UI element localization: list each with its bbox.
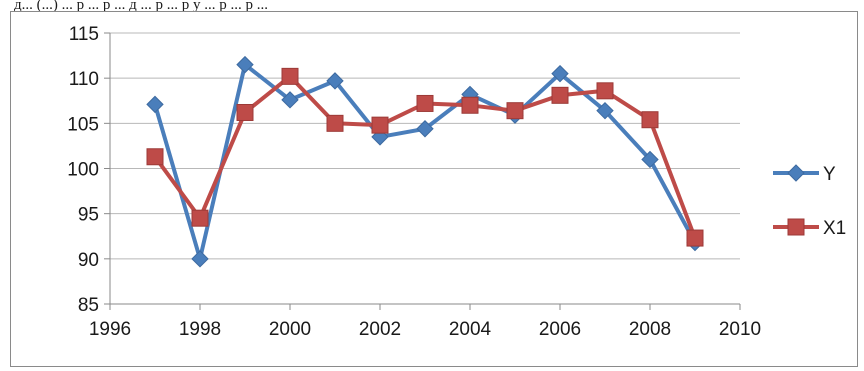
x-tick-label: 1998 bbox=[179, 319, 221, 340]
y-tick-label: 90 bbox=[78, 250, 99, 271]
series-x1 bbox=[146, 67, 704, 247]
x-tick-label: 2008 bbox=[629, 319, 671, 340]
square-marker bbox=[371, 116, 389, 134]
diamond-marker bbox=[551, 64, 569, 83]
legend-marker bbox=[787, 218, 805, 236]
legend-label: X1 bbox=[823, 218, 846, 239]
square-marker bbox=[551, 86, 569, 104]
square-marker bbox=[146, 148, 164, 166]
diamond-marker bbox=[641, 150, 659, 169]
legend: Y X1 bbox=[773, 164, 846, 239]
square-marker bbox=[686, 229, 704, 247]
square-marker bbox=[236, 103, 254, 121]
x-tick-label: 2006 bbox=[539, 319, 581, 340]
diamond-marker bbox=[326, 72, 344, 90]
x-tick-label: 2000 bbox=[269, 319, 311, 340]
series-y bbox=[146, 55, 704, 268]
y-tick-label: 115 bbox=[69, 24, 99, 45]
line-chart: 85 90 95 100 105 110 115 1996 1998 2000 2002 2004 2… bbox=[67, 24, 846, 340]
legend-marker bbox=[787, 164, 805, 182]
x-tick-label: 2010 bbox=[719, 319, 761, 340]
data-series bbox=[146, 55, 704, 268]
x-tick-label: 1996 bbox=[89, 319, 131, 340]
square-marker bbox=[191, 209, 209, 227]
diamond-marker bbox=[236, 55, 254, 74]
y-tick-label: 85 bbox=[78, 295, 99, 316]
square-marker bbox=[326, 114, 344, 132]
square-marker bbox=[641, 111, 659, 129]
square-marker bbox=[596, 82, 614, 100]
y-tick-label: 105 bbox=[67, 114, 99, 135]
legend-label: Y bbox=[823, 164, 836, 185]
square-marker bbox=[416, 94, 434, 112]
x-tick-label: 2002 bbox=[359, 319, 401, 340]
diamond-marker bbox=[281, 91, 299, 109]
legend-item-y: Y bbox=[773, 164, 836, 185]
diamond-marker bbox=[146, 95, 164, 114]
legend-item-x1: X1 bbox=[773, 218, 846, 239]
square-marker bbox=[461, 96, 479, 114]
y-tick-labels: 85 90 95 100 105 110 115 bbox=[67, 24, 99, 316]
y-tick-label: 100 bbox=[67, 160, 99, 181]
series-line bbox=[153, 62, 697, 261]
caption-text: д... (...) ... р ... р ... д ... р ... р… bbox=[14, 0, 269, 13]
y-tick-label: 110 bbox=[69, 69, 99, 90]
diamond-marker bbox=[596, 101, 614, 120]
y-tick-label: 95 bbox=[78, 205, 99, 226]
diamond-marker bbox=[191, 250, 209, 268]
x-tick-labels: 1996 1998 2000 2002 2004 2006 2008 2010 bbox=[89, 319, 761, 340]
diamond-marker bbox=[416, 120, 434, 138]
square-marker bbox=[281, 67, 299, 85]
x-tick-label: 2004 bbox=[449, 319, 492, 340]
axes bbox=[104, 32, 741, 310]
square-marker bbox=[506, 102, 524, 120]
chart-frame: 85 90 95 100 105 110 115 1996 1998 2000 2002 2004 2… bbox=[10, 11, 858, 367]
